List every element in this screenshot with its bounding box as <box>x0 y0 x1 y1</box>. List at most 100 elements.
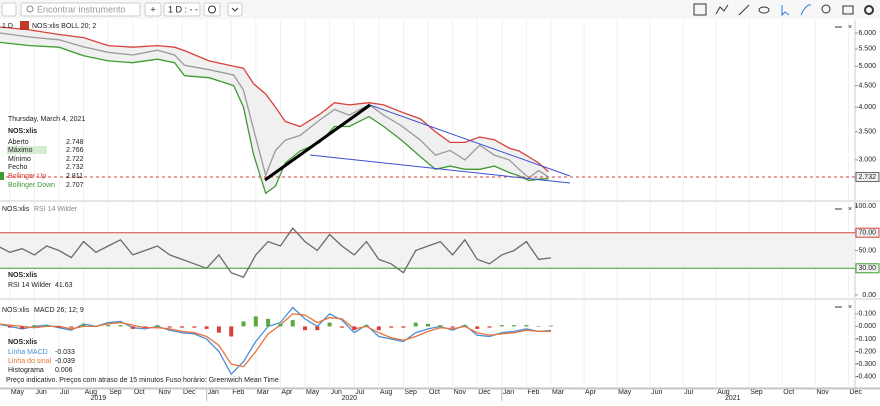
x-tick-label: Jun <box>35 389 46 396</box>
x-tick-label: Jul <box>60 389 69 396</box>
level-label: 30.00 <box>858 265 876 272</box>
macd-title: MACD 26; 12; 9 <box>34 307 84 314</box>
refresh-icon <box>208 5 216 14</box>
x-tick-label: Jun <box>331 389 342 396</box>
year-label: 2020 <box>342 395 358 401</box>
trend-line-upper[interactable] <box>369 104 571 177</box>
y-tick-label: 4.000 <box>858 104 876 111</box>
interval-button[interactable] <box>163 2 201 17</box>
macd-legend-name: Histograma <box>8 367 44 374</box>
rsi-title: RSI 14 Wilder <box>34 206 78 213</box>
back-button[interactable] <box>1 2 17 17</box>
x-tick-label: Jun <box>651 389 662 396</box>
histogram-bar <box>167 326 172 328</box>
histogram-bar <box>339 326 344 328</box>
info-highlight <box>7 146 47 154</box>
rsi-instrument: NOS:xlis <box>2 206 30 213</box>
tool-settings[interactable] <box>864 5 874 15</box>
y-tick-label: 50.00 <box>858 247 876 254</box>
search-icon <box>26 5 34 13</box>
histogram-bar <box>241 321 246 327</box>
histogram-bar <box>327 322 332 327</box>
x-tick-label: Aug <box>85 389 98 396</box>
tool-draw[interactable] <box>800 4 812 16</box>
add-button[interactable] <box>144 2 162 17</box>
x-tick-label: Oct <box>134 389 145 396</box>
info-value: 2.722 <box>66 156 84 163</box>
year-label: 2019 <box>91 395 107 401</box>
x-tick-label: Dec <box>478 389 491 396</box>
tool-chart-type[interactable] <box>715 4 729 15</box>
info-label: Bollinger Up <box>8 173 46 180</box>
histogram-bar <box>462 325 467 327</box>
x-tick-label: Apr <box>281 389 293 396</box>
histogram-bar <box>180 326 185 328</box>
tool-line[interactable] <box>738 4 750 16</box>
histogram-bar <box>32 325 37 327</box>
series-line <box>0 227 552 279</box>
histogram-bar <box>303 326 308 331</box>
search-input[interactable] <box>20 2 141 17</box>
year-label: 2021 <box>725 395 741 401</box>
price-title: NOS:xlis BOLL 20; 2 <box>32 23 96 30</box>
x-tick-label: Feb <box>232 389 244 396</box>
x-tick-label: Mar <box>257 389 270 396</box>
info-value: 2.707 <box>66 182 84 189</box>
series-line <box>0 313 552 368</box>
histogram-bar <box>229 326 234 337</box>
add-icon: + <box>150 4 155 14</box>
trend-line-lower[interactable] <box>309 154 571 184</box>
rsi-legend: NOS:xlis RSI 14 Wilder NOS:xlis RSI 14 W… <box>2 206 78 289</box>
tool-camera[interactable] <box>842 5 854 15</box>
tool-indicators[interactable] <box>693 3 707 16</box>
y-tick-label: -0.100 <box>856 336 876 343</box>
level-label: 70.00 <box>858 230 876 237</box>
macd-legend-value: 0.006 <box>55 367 73 374</box>
histogram-bar <box>512 325 517 327</box>
histogram-bar <box>524 325 529 327</box>
level-band <box>0 232 855 269</box>
tool-cursor[interactable] <box>781 5 790 17</box>
y-tick-label: 6.000 <box>858 30 876 37</box>
histogram-bar <box>7 326 12 328</box>
histogram-bar <box>376 326 381 331</box>
level-tag <box>855 263 880 274</box>
rsi-legend-name: RSI 14 Wilder <box>8 282 52 289</box>
histogram-bar <box>204 326 209 329</box>
x-tick-label: Apr <box>585 389 597 396</box>
instrument-icon <box>20 21 29 30</box>
macd-instrument: NOS:xlis <box>2 307 30 314</box>
trend-line-black[interactable] <box>264 103 371 182</box>
search-placeholder: Encontrar instrumento <box>37 4 126 14</box>
price-legend: 1 D NOS:xlis BOLL 20; 2 Thursday, March … <box>0 21 96 189</box>
histogram-bar <box>81 323 86 327</box>
series-line <box>0 26 549 173</box>
x-tick-label: Dec <box>849 389 862 396</box>
series-line <box>0 32 549 179</box>
x-tick-label: May <box>11 389 25 396</box>
band-fill <box>0 27 549 194</box>
info-label: Mínimo <box>8 156 31 163</box>
histogram-bar <box>487 326 492 328</box>
last-price-label: 2.732 <box>858 174 876 181</box>
histogram-bar <box>315 326 320 331</box>
histogram-bar <box>401 326 406 328</box>
tool-zoom[interactable] <box>821 4 831 14</box>
menu-button[interactable] <box>227 2 243 17</box>
x-tick-label: Sep <box>109 389 122 396</box>
series-line <box>0 306 552 376</box>
histogram-bar <box>278 323 283 327</box>
refresh-button[interactable] <box>203 2 221 17</box>
histogram-bar <box>352 326 357 331</box>
panels: May Jun Jul Aug Sep Oct Nov Dec Jan Feb Mar Apr May J… <box>0 20 880 402</box>
x-tick-label: Aug <box>717 389 730 396</box>
histogram-bar <box>549 325 553 327</box>
x-tick-label: Jan <box>208 389 219 396</box>
x-tick-label: Jul <box>684 389 693 396</box>
y-tick-label: -0.200 <box>856 348 876 355</box>
info-label: Aberto <box>8 139 29 146</box>
macd-legend: NOS:xlis MACD 26; 12; 9 NOS:xlis Linha M… <box>2 307 279 384</box>
tool-eye[interactable] <box>758 6 770 14</box>
histogram-bar <box>216 326 221 333</box>
